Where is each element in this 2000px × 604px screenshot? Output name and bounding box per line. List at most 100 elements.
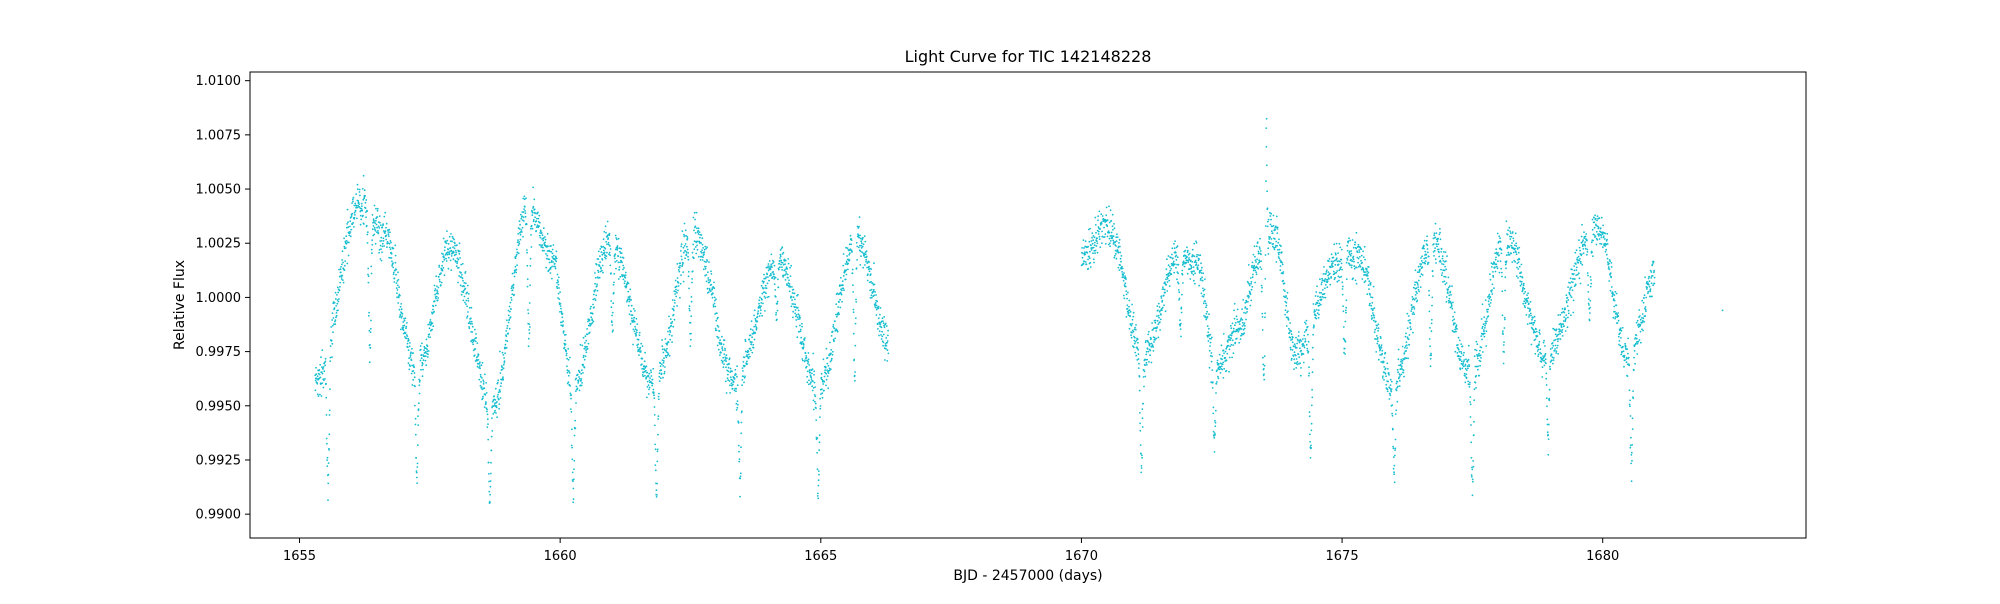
data-point	[636, 318, 638, 320]
data-point	[1320, 292, 1322, 294]
data-point	[611, 315, 613, 317]
data-point	[1097, 219, 1099, 221]
data-point	[656, 483, 658, 485]
data-point	[1312, 347, 1314, 349]
data-point	[427, 356, 429, 358]
data-point	[1421, 255, 1423, 257]
data-point	[1546, 384, 1548, 386]
data-point	[1401, 362, 1403, 364]
data-point	[1576, 269, 1578, 271]
data-point	[1161, 297, 1163, 299]
data-point	[1130, 334, 1132, 336]
data-point	[482, 362, 484, 364]
data-point	[1237, 309, 1239, 311]
data-point	[333, 317, 335, 319]
data-point	[653, 389, 655, 391]
data-point	[831, 359, 833, 361]
data-point	[775, 296, 777, 298]
data-point	[641, 358, 643, 360]
data-point	[1415, 269, 1417, 271]
data-point	[1086, 263, 1088, 265]
data-point	[357, 184, 359, 186]
data-point	[793, 289, 795, 291]
data-point	[1165, 278, 1167, 280]
data-point	[1405, 336, 1407, 338]
data-point	[582, 364, 584, 366]
data-point	[1192, 249, 1194, 251]
data-point	[664, 338, 666, 340]
data-point	[1544, 365, 1546, 367]
data-point	[526, 249, 528, 251]
data-point	[479, 367, 481, 369]
data-point	[1565, 318, 1567, 320]
data-point	[1121, 271, 1123, 273]
data-point	[1351, 264, 1353, 266]
data-point	[799, 317, 801, 319]
data-point	[791, 296, 793, 298]
data-point	[634, 330, 636, 332]
data-point	[741, 410, 743, 412]
data-point	[1378, 323, 1380, 325]
data-point	[702, 259, 704, 261]
data-point	[344, 269, 346, 271]
data-point	[616, 260, 618, 262]
data-point	[1191, 272, 1193, 274]
data-point	[520, 239, 522, 241]
data-point	[650, 371, 652, 373]
chart-title: Light Curve for TIC 142148228	[905, 47, 1152, 66]
data-point	[1262, 329, 1264, 331]
data-point	[1123, 298, 1125, 300]
data-point	[584, 342, 586, 344]
data-point	[1514, 261, 1516, 263]
data-point	[1256, 273, 1258, 275]
data-point	[370, 320, 372, 322]
data-point	[1524, 306, 1526, 308]
data-point	[339, 276, 341, 278]
data-point	[1094, 252, 1096, 254]
data-point	[1135, 341, 1137, 343]
data-point	[812, 380, 814, 382]
data-point	[1149, 354, 1151, 356]
data-point	[877, 323, 879, 325]
data-point	[462, 292, 464, 294]
data-point	[606, 243, 608, 245]
data-point	[525, 212, 527, 214]
data-point	[1373, 320, 1375, 322]
data-point	[700, 259, 702, 261]
data-point	[486, 409, 488, 411]
data-point	[608, 242, 610, 244]
data-point	[453, 239, 455, 241]
data-point	[445, 258, 447, 260]
data-point	[573, 478, 575, 480]
data-point	[1483, 316, 1485, 318]
data-point	[1430, 354, 1432, 356]
data-point	[1133, 312, 1135, 314]
data-point	[1266, 146, 1268, 148]
data-point	[1385, 375, 1387, 377]
data-point	[802, 360, 804, 362]
data-point	[483, 387, 485, 389]
data-point	[746, 360, 748, 362]
data-point	[808, 358, 810, 360]
data-point	[1553, 359, 1555, 361]
data-point	[1428, 290, 1430, 292]
data-point	[689, 345, 691, 347]
data-point	[1504, 290, 1506, 292]
data-point	[680, 250, 682, 252]
data-point	[485, 402, 487, 404]
data-point	[648, 389, 650, 391]
data-point	[659, 372, 661, 374]
data-point	[1119, 239, 1121, 241]
data-point	[629, 296, 631, 298]
data-point	[1241, 319, 1243, 321]
data-point	[1206, 313, 1208, 315]
data-point	[1554, 350, 1556, 352]
data-point	[362, 188, 364, 190]
data-point	[1398, 349, 1400, 351]
data-point	[421, 354, 423, 356]
data-point	[1430, 353, 1432, 355]
data-point	[750, 328, 752, 330]
data-point	[423, 359, 425, 361]
data-point	[1287, 292, 1289, 294]
data-point	[1109, 235, 1111, 237]
